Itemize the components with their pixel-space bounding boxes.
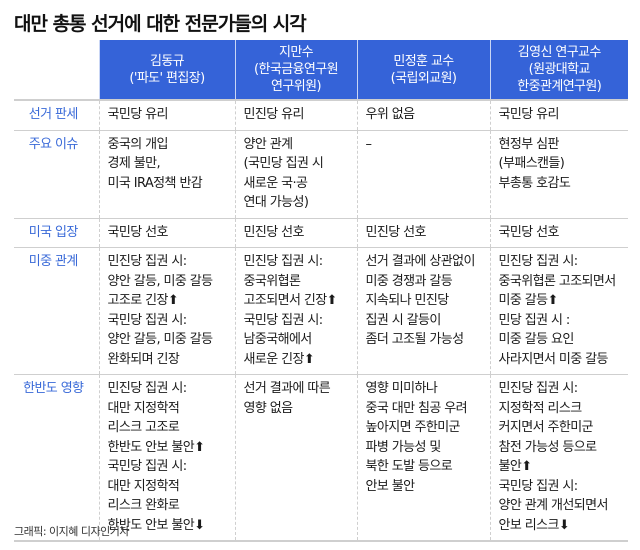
- table-cell: 선거 결과에 따른 영향 없음: [234, 374, 357, 542]
- table-cell: 민진당 선호: [234, 217, 357, 248]
- table-row: 미국 입장 국민당 선호 민진당 선호 민진당 선호 국민당 선호: [14, 217, 628, 248]
- table-cell: 민진당 집권 시: 양안 갈등, 미중 갈등 고조로 긴장⬆ 국민당 집권 시:…: [98, 247, 235, 375]
- header-blank: [14, 40, 99, 100]
- table-row: 한반도 영향 민진당 집권 시: 대만 지정학적 리스크 고조로 한반도 안보 불…: [14, 374, 628, 542]
- row-label: 한반도 영향: [14, 374, 99, 542]
- table-cell: 양안 관계 (국민당 집권 시 새로운 국·공 연대 가능성): [234, 129, 357, 218]
- table-cell: 우위 없음: [356, 99, 490, 130]
- header-expert-4: 김영신 연구교수 (원광대학교 한중관계연구원): [489, 40, 628, 100]
- table-row: 선거 판세 국민당 유리 민진당 유리 우위 없음 국민당 유리: [14, 99, 628, 130]
- table-cell: 영향 미미하나 중국 대만 침공 우려 높아지면 주한미군 파병 가능성 및 북…: [356, 374, 490, 542]
- header-expert-2: 지만수 (한국금융연구원 연구위원): [234, 40, 357, 100]
- table-cell: 현정부 심판 (부패스캔들) 부총통 호감도: [489, 129, 628, 218]
- table-cell: 민진당 집권 시: 중국위협론 고조되면서 긴장⬆ 국민당 집권 시: 남중국해…: [234, 247, 357, 375]
- table-cell: 국민당 유리: [489, 99, 628, 130]
- header-expert-1: 김동규 ('파도' 편집장): [98, 40, 235, 100]
- table-row: 주요 이슈 중국의 개입 경제 불만, 미국 IRA정책 반감 양안 관계 (국민당…: [14, 129, 628, 218]
- expert-views-table: 김동규 ('파도' 편집장) 지만수 (한국금융연구원 연구위원) 민정훈 교수…: [14, 40, 628, 542]
- table-cell: 국민당 선호: [489, 217, 628, 248]
- table-cell: 중국의 개입 경제 불만, 미국 IRA정책 반감: [98, 129, 235, 218]
- table-cell: 선거 결과에 상관없이 미중 경쟁과 갈등 지속되나 민진당 집권 시 갈등이 …: [356, 247, 490, 375]
- row-label: 미국 입장: [14, 217, 99, 248]
- graphic-credit: 그래픽: 이지혜 디자인기자: [14, 525, 130, 538]
- table-cell: 민진당 선호: [356, 217, 490, 248]
- table-cell: 국민당 유리: [98, 99, 235, 130]
- row-label: 미중 관계: [14, 247, 99, 375]
- table-cell: 민진당 유리: [234, 99, 357, 130]
- table-cell: 국민당 선호: [98, 217, 235, 248]
- page-title: 대만 총통 선거에 대한 전문가들의 시각: [14, 13, 307, 35]
- row-label: 주요 이슈: [14, 129, 99, 218]
- header-expert-3: 민정훈 교수 (국립외교원): [356, 40, 490, 100]
- table-cell: –: [356, 129, 490, 218]
- row-label: 선거 판세: [14, 99, 99, 130]
- table-cell: 민진당 집권 시: 중국위협론 고조되면서 미중 갈등⬆ 민당 집권 시 : 미…: [489, 247, 628, 375]
- table-cell: 민진당 집권 시: 지정학적 리스크 커지면서 주한미군 참전 가능성 등으로 …: [489, 374, 628, 542]
- table-cell: 민진당 집권 시: 대만 지정학적 리스크 고조로 한반도 안보 불안⬆ 국민당…: [98, 374, 235, 542]
- header-row: 김동규 ('파도' 편집장) 지만수 (한국금융연구원 연구위원) 민정훈 교수…: [14, 40, 628, 100]
- table-row: 미중 관계 민진당 집권 시: 양안 갈등, 미중 갈등 고조로 긴장⬆ 국민당 …: [14, 247, 628, 375]
